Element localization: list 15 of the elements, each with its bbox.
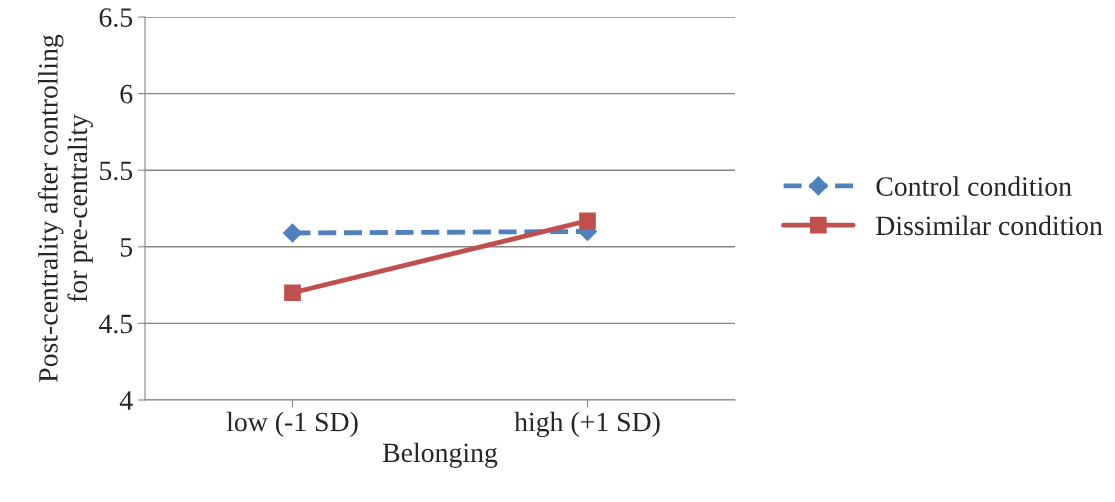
legend-label: Dissimilar condition [876, 215, 1103, 236]
y-tick-label: 5 [120, 238, 133, 257]
x-axis-title: Belonging [382, 442, 498, 468]
y-axis-title: Post-centrality after controlling for pre-centrality [37, 34, 93, 383]
point [284, 284, 301, 302]
legend-label: Control condition [876, 176, 1072, 196]
y-tick-label: 6 [120, 84, 133, 104]
y-tick-label: 6.5 [99, 8, 133, 28]
x-tick-label: high (+1 SD) [514, 411, 660, 438]
point [579, 212, 596, 230]
point [282, 223, 303, 243]
y-tick-label: 5.5 [100, 161, 133, 181]
y-tick-label: 4.5 [99, 314, 133, 334]
y-tick-label: 4 [119, 391, 133, 410]
x-tick-label: low (-1 SD) [226, 411, 358, 437]
